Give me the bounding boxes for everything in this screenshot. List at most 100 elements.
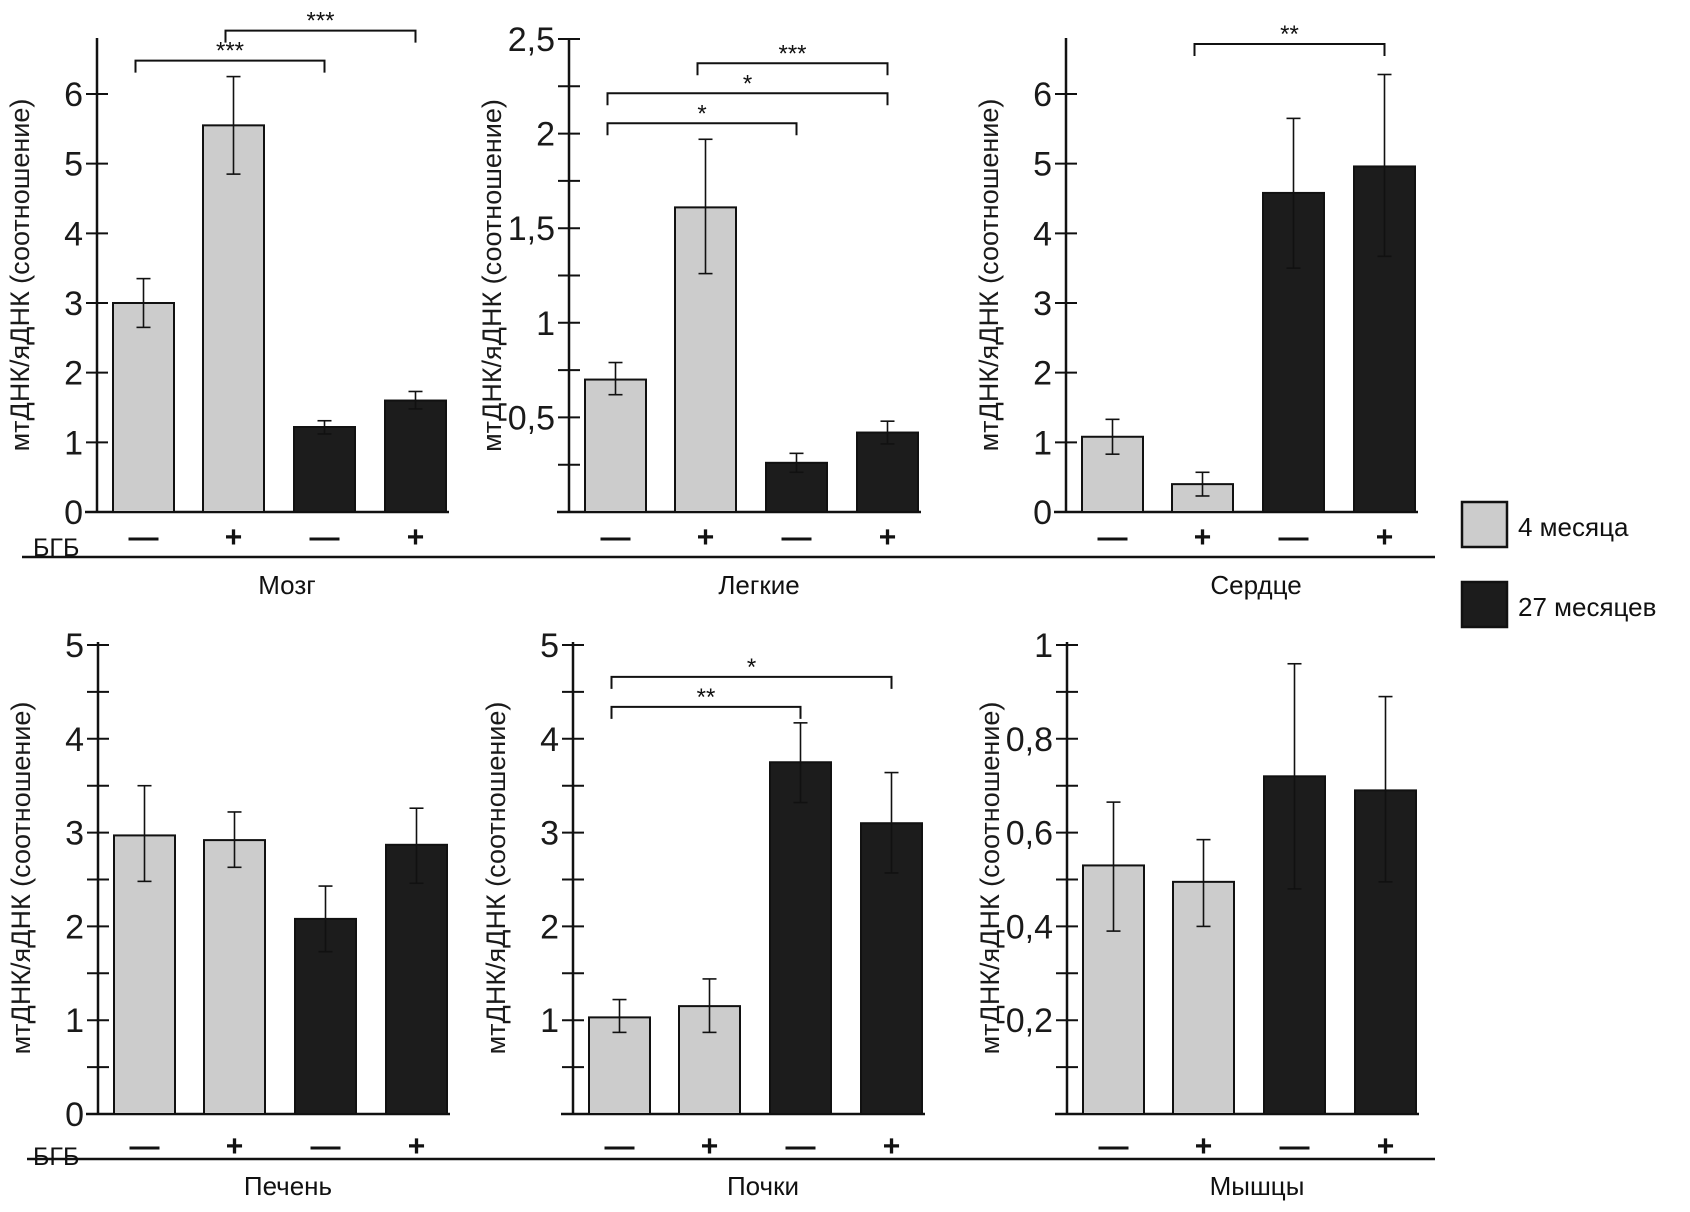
panel-title: Мышцы [1210, 1171, 1305, 1201]
y-axis-label: мтДНК/яДНК (соотношение) [6, 702, 36, 1055]
legend-swatch-4m [1460, 500, 1509, 549]
treatment-sign: — [1280, 1130, 1310, 1163]
treatment-sign: — [782, 521, 812, 554]
treatment-sign: + [879, 521, 897, 554]
y-tick-label: 4 [65, 721, 84, 759]
significance-stars: ** [1280, 21, 1299, 48]
y-tick-label: 1 [540, 1002, 559, 1040]
y-tick-label: 3 [64, 285, 83, 323]
significance-bracket [134, 59, 326, 73]
bar [588, 1016, 651, 1115]
chart-panel-3: 0 1 2 3 4 5 мтДНК/яДНК (соотношение) — + — + БГБ Печ… [6, 627, 450, 1201]
y-tick-label: 4 [64, 215, 83, 253]
significance-stars: ** [697, 684, 716, 711]
y-tick-label: 1 [64, 424, 83, 462]
treatment-sign: + [1377, 1130, 1395, 1163]
treatment-sign: — [310, 521, 340, 554]
significance-stars: * [697, 100, 706, 127]
y-tick-label: 4 [1033, 215, 1052, 253]
treatment-sign: + [408, 1130, 426, 1163]
significance-bracket [696, 62, 889, 76]
y-tick-label: 3 [1033, 285, 1052, 323]
y-tick-label: 3 [540, 815, 559, 853]
legend: 4 месяца 27 месяцев [1460, 500, 1656, 629]
y-tick-label: 1 [536, 305, 555, 343]
y-axis-label: мтДНК/яДНК (соотношение) [477, 99, 507, 452]
y-tick-label: 0,5 [508, 399, 555, 437]
y-tick-label: 2 [536, 116, 555, 154]
treatment-sign: — [1279, 521, 1309, 554]
legend-label-4m: 4 месяца [1518, 512, 1629, 542]
treatment-sign: — [130, 1130, 160, 1163]
y-tick-label: 1 [1033, 424, 1052, 462]
y-axis-label: мтДНК/яДНК (соотношение) [975, 702, 1005, 1055]
y-tick-label: 0,4 [1006, 908, 1053, 946]
treatment-sign: — [129, 521, 159, 554]
bar [584, 378, 647, 513]
bar [112, 302, 175, 513]
chart-panel-1: 0,5 1 1,5 2 2,5 мтДНК/яДНК (соотношение) — + — + *… [477, 21, 921, 600]
y-tick-label: 0,6 [1006, 815, 1053, 853]
y-tick-label: 4 [540, 721, 559, 759]
treatment-sign: — [1099, 1130, 1129, 1163]
bar [384, 399, 447, 513]
panel-title: Почки [727, 1171, 799, 1201]
chart-panel-5: 0,2 0,4 0,6 0,8 1 мтДНК/яДНК (соотношение) — + —… [975, 627, 1419, 1201]
treatment-sign: + [1195, 1130, 1213, 1163]
y-tick-label: 2 [65, 908, 84, 946]
bar [678, 1005, 741, 1116]
legend-label-27m: 27 месяцев [1518, 592, 1656, 622]
treatment-sign: + [883, 1130, 901, 1163]
treatment-sign: — [786, 1130, 816, 1163]
significance-stars: *** [778, 40, 806, 67]
bar [856, 431, 919, 514]
y-tick-label: 3 [65, 815, 84, 853]
treatment-sign: + [701, 1130, 719, 1163]
y-axis-label: мтДНК/яДНК (соотношение) [974, 99, 1004, 452]
treatment-sign: + [225, 521, 243, 554]
bar [293, 426, 356, 513]
treatment-sign: + [1376, 521, 1394, 554]
y-tick-label: 1 [65, 1002, 84, 1040]
bar [202, 124, 265, 513]
y-tick-label: 0 [64, 494, 83, 532]
significance-stars: * [743, 70, 752, 97]
bar [203, 839, 266, 1115]
treatment-sign: — [1098, 521, 1128, 554]
y-tick-label: 0 [65, 1096, 84, 1134]
significance-bracket [606, 92, 889, 106]
treatment-sign: + [226, 1130, 244, 1163]
significance-stars: *** [216, 38, 244, 65]
significance-bracket [1193, 43, 1386, 56]
significance-bracket [610, 675, 893, 689]
y-tick-label: 0,8 [1006, 721, 1053, 759]
y-tick-label: 6 [64, 76, 83, 114]
panel-title: Сердце [1210, 570, 1301, 600]
treatment-sign: + [697, 521, 715, 554]
significance-bracket [606, 122, 798, 136]
y-tick-label: 0 [1033, 494, 1052, 532]
significance-stars: * [747, 654, 756, 681]
y-tick-label: 2 [64, 355, 83, 393]
y-tick-label: 2 [540, 908, 559, 946]
panel-title: Печень [244, 1171, 332, 1201]
treatment-sign: — [311, 1130, 341, 1163]
treatment-sign: — [605, 1130, 635, 1163]
y-tick-label: 6 [1033, 76, 1052, 114]
significance-bracket [610, 705, 802, 719]
y-tick-label: 1 [1034, 627, 1053, 665]
y-tick-label: 5 [64, 146, 83, 184]
bar [769, 761, 832, 1115]
panel-title: Легкие [718, 570, 799, 600]
legend-swatch-27m [1460, 580, 1509, 629]
y-tick-label: 2 [1033, 355, 1052, 393]
treatment-sign: + [1194, 521, 1212, 554]
significance-bracket [224, 29, 417, 43]
chart-panel-2: 0 1 2 3 4 5 6 мтДНК/яДНК (соотношение) — + — + ** Сер… [974, 21, 1418, 600]
y-tick-label: 0,2 [1006, 1002, 1053, 1040]
y-tick-label: 1,5 [508, 210, 555, 248]
treatment-sign: + [407, 521, 425, 554]
